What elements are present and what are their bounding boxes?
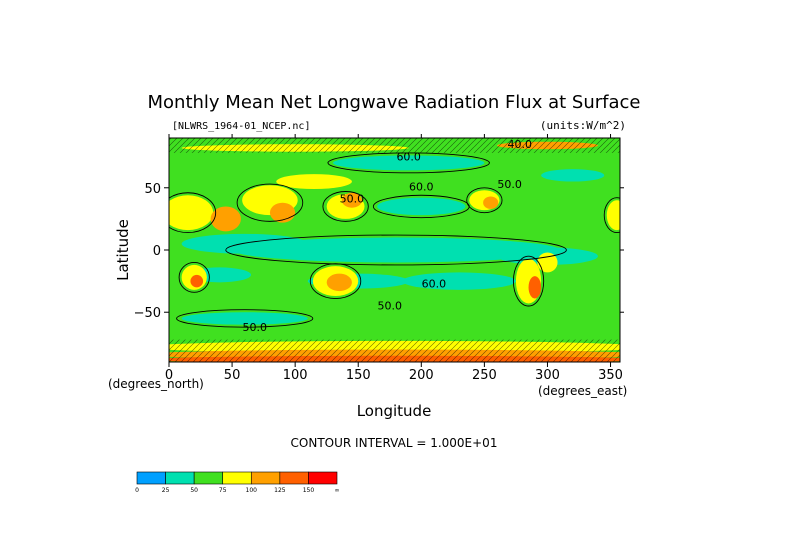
contour-line bbox=[322, 191, 369, 222]
contour-label: 40.0 bbox=[507, 138, 532, 151]
contour-line bbox=[466, 187, 503, 214]
contour-label: 60.0 bbox=[409, 180, 434, 193]
field-region bbox=[169, 195, 214, 231]
colorbar-level-label: 25 bbox=[162, 487, 170, 494]
contour-line bbox=[178, 261, 210, 293]
colorbar-swatch bbox=[193, 471, 224, 485]
contour-line bbox=[372, 194, 470, 219]
colorbar-level-label: 100 bbox=[246, 487, 258, 494]
plot-area: 40.0 60.0 60.0 50.0 50.0 60.0 50.0 50.0 bbox=[169, 138, 620, 362]
y-tick-label: −50 bbox=[134, 306, 161, 321]
colorbar-swatch bbox=[308, 471, 338, 485]
colorbar-swatch bbox=[165, 471, 195, 485]
y-axis-label: Latitude bbox=[114, 219, 132, 281]
field-region bbox=[333, 155, 485, 171]
field-region bbox=[341, 192, 363, 208]
contour-label: 50.0 bbox=[378, 300, 403, 313]
contour-label: 60.0 bbox=[396, 150, 421, 163]
field-region bbox=[326, 273, 352, 292]
x-tick-label: 250 bbox=[472, 368, 497, 383]
y-tick-label: 50 bbox=[144, 182, 161, 197]
contour-label: 50.0 bbox=[497, 178, 522, 191]
contour-line bbox=[169, 192, 217, 234]
contour-label: 60.0 bbox=[422, 277, 447, 290]
x-tick-label: 150 bbox=[346, 368, 371, 383]
contour-line bbox=[176, 309, 314, 328]
contour-interval-text: CONTOUR INTERVAL = 1.000E+01 bbox=[291, 436, 498, 450]
field-region bbox=[402, 272, 516, 290]
colorbar-swatch bbox=[279, 471, 309, 485]
colorbar-swatch bbox=[250, 471, 281, 485]
colorbar: 0 25 50 75 100 125 150 ∞ bbox=[135, 471, 340, 494]
colorbar-level-label: 125 bbox=[274, 487, 286, 494]
x-unit-label: (degrees_east) bbox=[538, 384, 627, 398]
y-axis: 50 0 −50 bbox=[134, 182, 624, 321]
field-region bbox=[528, 276, 542, 299]
polar-contour-band bbox=[169, 339, 620, 362]
contour-line bbox=[236, 183, 304, 222]
colorbar-level-label: 0 bbox=[135, 487, 139, 494]
chart-title: Monthly Mean Net Longwave Radiation Flux… bbox=[148, 92, 641, 113]
x-tick-label: 50 bbox=[224, 368, 241, 383]
field-region bbox=[483, 196, 499, 209]
colorbar-swatch bbox=[136, 471, 166, 485]
field-region bbox=[210, 206, 241, 232]
field-region bbox=[541, 169, 605, 182]
x-tick-label: 200 bbox=[409, 368, 434, 383]
colorbar-level-label: 75 bbox=[219, 487, 227, 494]
contour-label: 50.0 bbox=[340, 193, 365, 206]
x-tick-label: 300 bbox=[535, 368, 560, 383]
file-label: [NLWRS_1964-01_NCEP.nc] bbox=[172, 121, 310, 132]
field-region bbox=[276, 174, 352, 190]
x-tick-label: 350 bbox=[598, 368, 623, 383]
units-label: (units:W/m^2) bbox=[540, 119, 626, 132]
x-axis-label: Longitude bbox=[357, 402, 432, 420]
contour-line bbox=[309, 263, 362, 299]
contour-line bbox=[512, 255, 545, 307]
field-region bbox=[606, 200, 620, 231]
y-tick-label: 0 bbox=[153, 244, 161, 259]
field-region bbox=[377, 197, 466, 216]
field-region bbox=[190, 274, 204, 288]
field-region bbox=[181, 312, 308, 325]
x-axis: 0 50 100 150 200 250 300 350 bbox=[165, 134, 623, 383]
x-tick-label: 100 bbox=[283, 368, 308, 383]
field-region bbox=[232, 237, 561, 263]
polar-contour-band bbox=[169, 138, 620, 153]
colorbar-level-label: ∞ bbox=[335, 487, 340, 494]
colorbar-swatch bbox=[222, 471, 252, 485]
x-tick-label: 0 bbox=[165, 368, 173, 383]
contour-line bbox=[225, 234, 567, 266]
contour-line bbox=[603, 197, 620, 234]
y-unit-label: (degrees_north) bbox=[108, 377, 204, 391]
contour-label: 50.0 bbox=[243, 321, 268, 334]
field-region bbox=[181, 233, 308, 254]
colorbar-level-label: 50 bbox=[190, 487, 198, 494]
colorbar-level-label: 150 bbox=[303, 487, 315, 494]
